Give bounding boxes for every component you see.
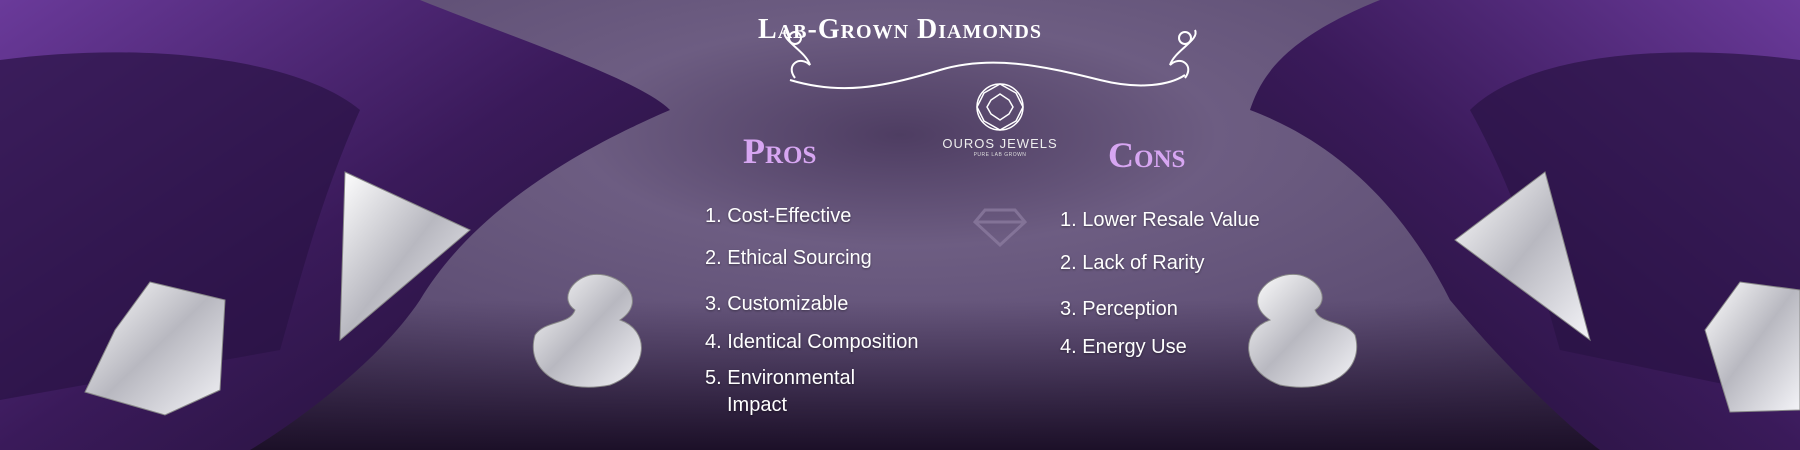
floral-ornament-right-icon bbox=[1169, 29, 1197, 79]
cons-heading: Cons bbox=[1108, 135, 1186, 175]
cons-item: 4. Energy Use bbox=[1060, 336, 1187, 358]
page-title: Lab-Grown Diamonds bbox=[758, 14, 1042, 45]
cons-item: 3. Perception bbox=[1060, 298, 1178, 320]
triangle-diamond-left bbox=[339, 171, 471, 342]
diamond-watermark-icon bbox=[972, 208, 1028, 248]
pros-item: 2. Ethical Sourcing bbox=[705, 247, 872, 269]
hexagon-diamond-left bbox=[84, 281, 226, 416]
brand-tagline: PURE LAB GROWN bbox=[973, 152, 1027, 158]
brand-name: OUROS JEWELS bbox=[942, 136, 1058, 151]
title-flourish bbox=[789, 61, 1186, 90]
floral-ornament-left-icon bbox=[783, 29, 811, 79]
pros-item: 5. Environmental bbox=[705, 367, 856, 389]
pros-heading: Pros bbox=[743, 131, 817, 171]
pros-item: 3. Customizable bbox=[705, 293, 849, 315]
duck-diamond-right bbox=[1248, 273, 1358, 388]
pros-item: 4. Identical Composition bbox=[705, 331, 919, 353]
cons-item: 2. Lack of Rarity bbox=[1060, 252, 1205, 274]
cons-item: 1. Lower Resale Value bbox=[1060, 209, 1260, 231]
triangle-diamond-right bbox=[1454, 171, 1591, 342]
pros-item-continued: Impact bbox=[727, 394, 788, 416]
brand-logo-diamond-icon bbox=[976, 83, 1024, 131]
pros-item: 1. Cost-Effective bbox=[705, 205, 852, 227]
duck-diamond-left bbox=[532, 273, 642, 388]
hexagon-diamond-right bbox=[1704, 281, 1800, 413]
